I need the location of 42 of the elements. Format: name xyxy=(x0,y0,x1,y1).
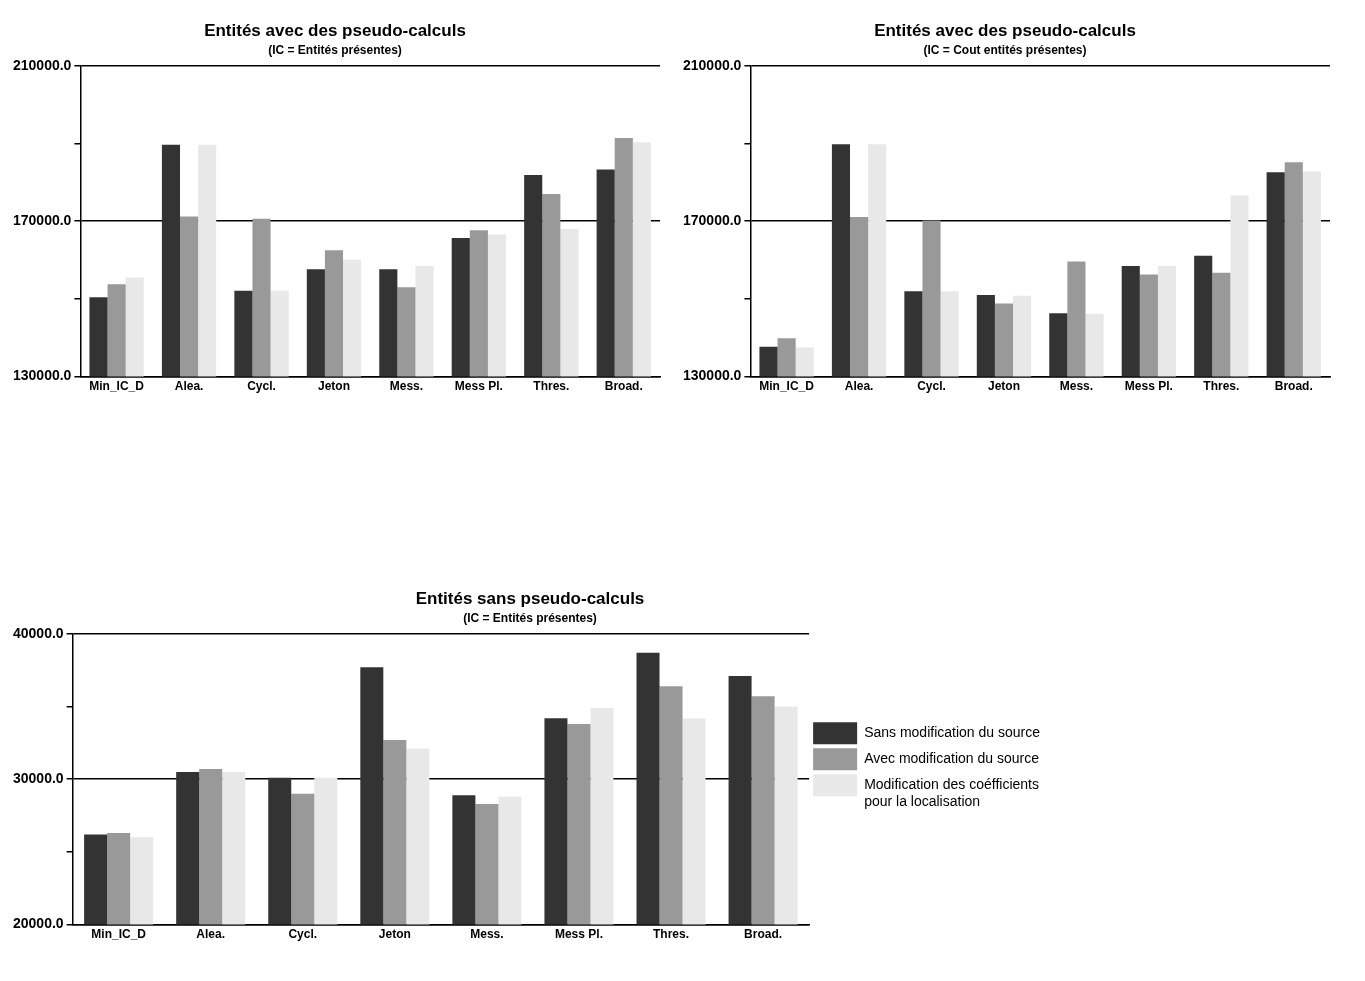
x-tick-label: Mess Pl. xyxy=(454,379,503,394)
x-tick-label: Jeton xyxy=(987,379,1020,394)
x-tick-label: Min_IC_D xyxy=(759,379,815,394)
chart-title: Entités avec des pseudo-calculs xyxy=(874,20,1136,40)
x-tick-label: Alea. xyxy=(196,927,226,942)
x-tick-label: Cycl. xyxy=(247,379,276,394)
x-tick-label: Broad. xyxy=(1274,379,1313,394)
y-tick-label: 40000.0 xyxy=(13,624,64,641)
x-tick-label: Cycl. xyxy=(288,927,318,942)
x-tick-label: Thres. xyxy=(533,379,570,394)
chart-title: Entités avec des pseudo-calculs xyxy=(204,20,466,40)
x-tick-label: Jeton xyxy=(317,379,350,394)
x-tick-label: Mess. xyxy=(470,927,504,942)
y-tick-label: 30000.0 xyxy=(13,770,64,787)
chart-subtitle: (IC = Entités présentes) xyxy=(268,42,402,57)
x-tick-label: Min_IC_D xyxy=(91,927,147,942)
y-tick-label: 170000.0 xyxy=(12,212,72,229)
x-tick-label: Mess. xyxy=(389,379,424,394)
y-tick-label: 130000.0 xyxy=(682,367,742,384)
x-tick-label: Min_IC_D xyxy=(89,379,145,394)
x-tick-label: Mess Pl. xyxy=(1124,379,1173,394)
y-tick-label: 20000.0 xyxy=(13,915,64,932)
y-tick-label: 170000.0 xyxy=(682,212,742,229)
chart-title: Entités sans pseudo-calculs xyxy=(415,588,645,608)
x-tick-label: Thres. xyxy=(653,927,690,942)
chart-subtitle: (IC = Entités présentes) xyxy=(463,610,597,625)
x-tick-label: Jeton xyxy=(378,927,411,942)
x-tick-label: Mess Pl. xyxy=(554,927,603,942)
legend-label: Sans modification du source xyxy=(864,724,1041,741)
x-tick-label: Broad. xyxy=(604,379,643,394)
x-tick-label: Alea. xyxy=(174,379,204,394)
x-tick-label: Thres. xyxy=(1203,379,1240,394)
x-tick-label: Broad. xyxy=(744,927,783,942)
x-tick-label: Alea. xyxy=(844,379,874,394)
x-tick-label: Mess. xyxy=(1059,379,1094,394)
y-tick-label: 210000.0 xyxy=(12,56,72,73)
chart-subtitle: (IC = Cout entités présentes) xyxy=(923,42,1087,57)
legend-label: Modification des coéfficients pour la localisation xyxy=(864,776,1039,809)
y-tick-label: 210000.0 xyxy=(682,56,742,73)
y-tick-label: 130000.0 xyxy=(12,367,72,384)
legend-label: Avec modification du source xyxy=(864,750,1040,767)
x-tick-label: Cycl. xyxy=(917,379,946,394)
